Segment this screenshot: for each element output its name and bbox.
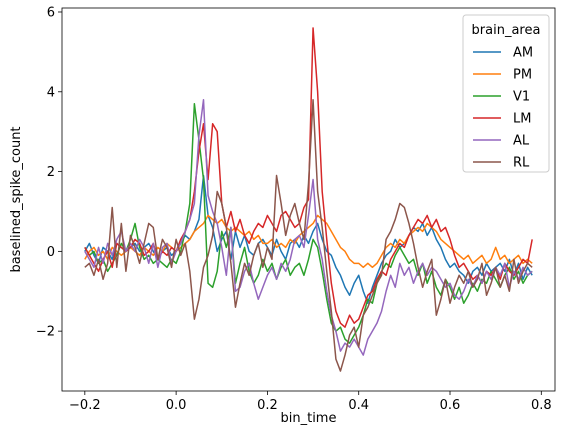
- legend-items: AM PM V1 LM AL RL: [473, 46, 533, 171]
- legend-label-v1: V1: [513, 90, 530, 105]
- series-line-pm: [84, 214, 533, 269]
- series-line-rl: [84, 99, 533, 372]
- y-tick-label: 0: [47, 245, 55, 260]
- legend-label-pm: PM: [513, 68, 532, 83]
- legend: brain_area AM PM V1 LM AL RL: [462, 14, 550, 173]
- legend-label-rl: RL: [513, 156, 530, 171]
- y-tick-label: 4: [47, 85, 55, 100]
- legend-label-al: AL: [513, 134, 530, 149]
- series-layer: [84, 27, 533, 372]
- y-axis-label: baselined_spike_count: [9, 126, 24, 272]
- plot-frame: [61, 7, 556, 392]
- y-tick-label: 2: [47, 165, 55, 180]
- x-tick-label: 0.2: [257, 398, 278, 413]
- x-tick-label: 0.6: [440, 398, 461, 413]
- x-axis-label: bin_time: [281, 411, 337, 426]
- series-line-al: [84, 99, 533, 356]
- x-tick-label: 0.8: [531, 398, 552, 413]
- x-tick-label: −0.2: [69, 398, 101, 413]
- legend-box: [462, 14, 550, 173]
- series-line-lm: [84, 27, 533, 328]
- legend-label-lm: LM: [513, 112, 531, 127]
- legend-label-am: AM: [513, 46, 533, 61]
- x-tick-label: 0.4: [348, 398, 369, 413]
- x-tick-label: 0.0: [166, 398, 187, 413]
- x-axis-ticks: −0.2 0.0 0.2 0.4 0.6 0.8: [69, 391, 552, 413]
- y-axis-ticks: −2 0 2 4 6: [36, 5, 62, 340]
- y-tick-label: −2: [36, 325, 55, 340]
- y-tick-label: 6: [47, 5, 55, 20]
- legend-title: brain_area: [472, 23, 541, 38]
